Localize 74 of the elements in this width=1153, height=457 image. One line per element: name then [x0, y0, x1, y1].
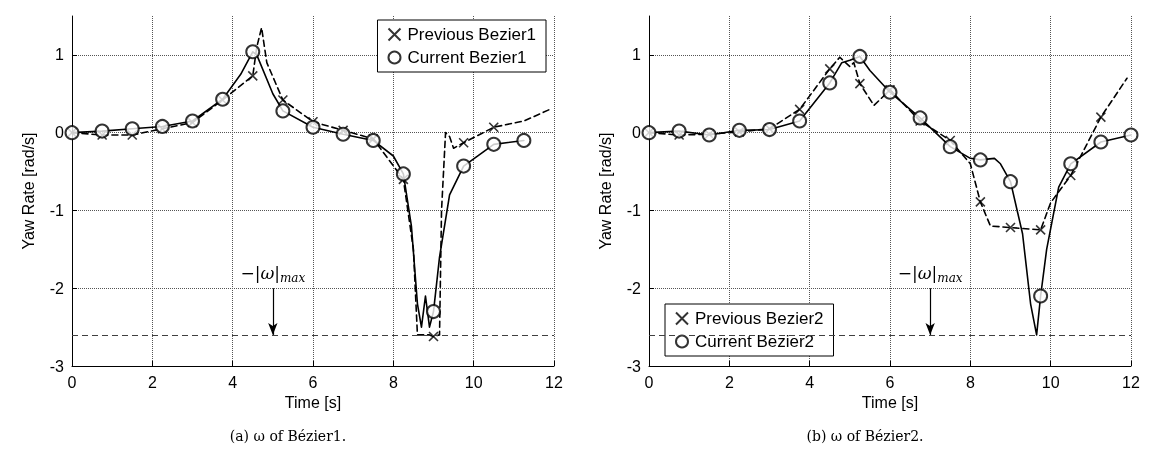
x-tick-label: 6: [885, 373, 895, 391]
x-tick-label: 4: [805, 373, 815, 391]
point: [305, 119, 321, 135]
y-tick-label: -2: [626, 279, 642, 297]
point: [516, 132, 532, 148]
y-tick-label: 0: [632, 124, 642, 142]
x-tick-label: 2: [724, 373, 734, 391]
legend-label: Previous Bezier1: [407, 25, 537, 44]
point: [395, 166, 411, 182]
x-tick-label: 0: [644, 373, 654, 391]
point: [731, 122, 747, 138]
y-tick-label: -3: [49, 357, 65, 375]
point: [912, 110, 928, 126]
point: [154, 118, 170, 134]
y-tick-label: -2: [49, 279, 65, 297]
point: [488, 121, 500, 133]
point: [972, 152, 988, 168]
point: [426, 304, 441, 320]
legend-label: Current Bezier1: [407, 48, 527, 67]
point: [792, 113, 808, 129]
text: (b) ω of Bézier2.: [806, 428, 924, 444]
point: [1095, 111, 1107, 123]
point: [1123, 127, 1139, 143]
point: [1035, 224, 1046, 236]
x-axis-title: Time [s]: [861, 394, 919, 412]
y-tick-label: -1: [626, 201, 642, 219]
point: [247, 70, 259, 82]
legend-label: Current Bezier2: [695, 332, 815, 351]
y-tick-label: -1: [49, 201, 65, 219]
point: [942, 139, 958, 155]
point: [124, 121, 140, 137]
y-tick-label: 0: [55, 124, 65, 142]
point: [882, 84, 898, 100]
text: (a) ω of Bézier1.: [229, 428, 347, 444]
point: [822, 75, 838, 91]
point: [1033, 288, 1049, 304]
point: [1005, 222, 1016, 233]
point: [456, 158, 472, 174]
x-axis-title: Time [s]: [284, 394, 342, 412]
point: [428, 331, 439, 342]
x-tick-label: 2: [147, 373, 157, 391]
x-tick-label: 0: [67, 373, 77, 391]
x-tick-label: 8: [965, 373, 975, 391]
point: [1065, 170, 1077, 181]
y-tick-label: 1: [55, 46, 65, 64]
point: [1093, 134, 1109, 150]
y-axis-title: Yaw Rate [rad/s]: [596, 132, 614, 250]
legend-label: Previous Bezier2: [695, 309, 824, 328]
x-tick-label: 4: [228, 373, 238, 391]
point: [185, 113, 200, 129]
point: [335, 126, 351, 142]
x-tick-label: 12: [1122, 373, 1140, 391]
point: [975, 196, 986, 208]
y-tick-label: -3: [626, 357, 642, 375]
x-tick-label: 10: [464, 373, 483, 391]
x-tick-label: 6: [308, 373, 318, 391]
point: [94, 123, 110, 139]
point: [824, 63, 836, 75]
x-tick-label: 10: [1041, 373, 1060, 391]
y-axis-title: Yaw Rate [rad/s]: [19, 132, 37, 250]
point: [1063, 156, 1079, 172]
point: [277, 94, 289, 106]
point: [794, 104, 805, 115]
point: [1003, 174, 1018, 190]
y-tick-label: 1: [632, 46, 642, 64]
point: [854, 78, 866, 89]
point: [852, 48, 868, 64]
point: [275, 103, 291, 119]
x-tick-label: 12: [545, 373, 563, 391]
point: [486, 136, 502, 152]
point: [245, 44, 261, 60]
x-tick-label: 8: [388, 373, 398, 391]
point: [671, 123, 687, 139]
point: [458, 137, 469, 149]
